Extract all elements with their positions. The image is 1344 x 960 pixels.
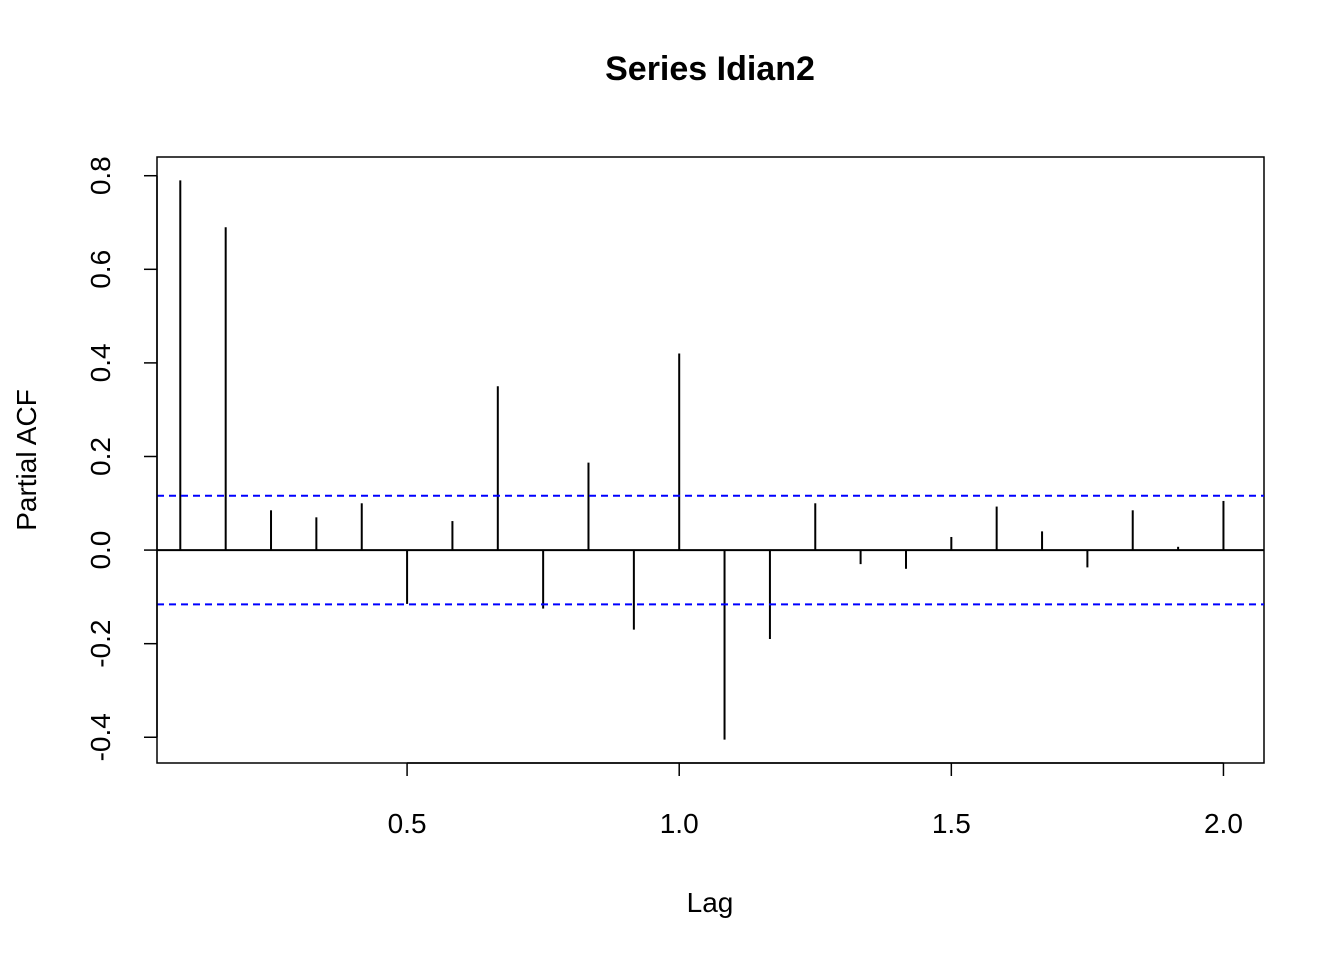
y-tick-label: 0.4 (85, 343, 116, 382)
pacf-bars (179, 180, 1225, 740)
x-tick-label: 2.0 (1204, 808, 1243, 839)
y-tick-label: -0.4 (85, 713, 116, 761)
y-tick-label: -0.2 (85, 620, 116, 668)
chart-title: Series Idian2 (605, 50, 815, 88)
y-axis: -0.4 -0.2 0.0 0.2 0.4 0.6 0.8 (85, 156, 158, 761)
x-axis-label: Lag (687, 887, 734, 918)
reference-lines (157, 494, 1264, 606)
y-tick-label: 0.2 (85, 437, 116, 476)
x-tick-label: 1.0 (660, 808, 699, 839)
y-tick-label: 0.0 (85, 531, 116, 570)
x-axis: 0.5 1.0 1.5 2.0 (388, 762, 1243, 839)
y-tick-label: 0.8 (85, 156, 116, 195)
y-axis-label: Partial ACF (11, 389, 42, 531)
x-tick-label: 0.5 (388, 808, 427, 839)
y-tick-label: 0.6 (85, 250, 116, 289)
x-tick-label: 1.5 (932, 808, 971, 839)
plot-frame (156, 156, 1265, 764)
